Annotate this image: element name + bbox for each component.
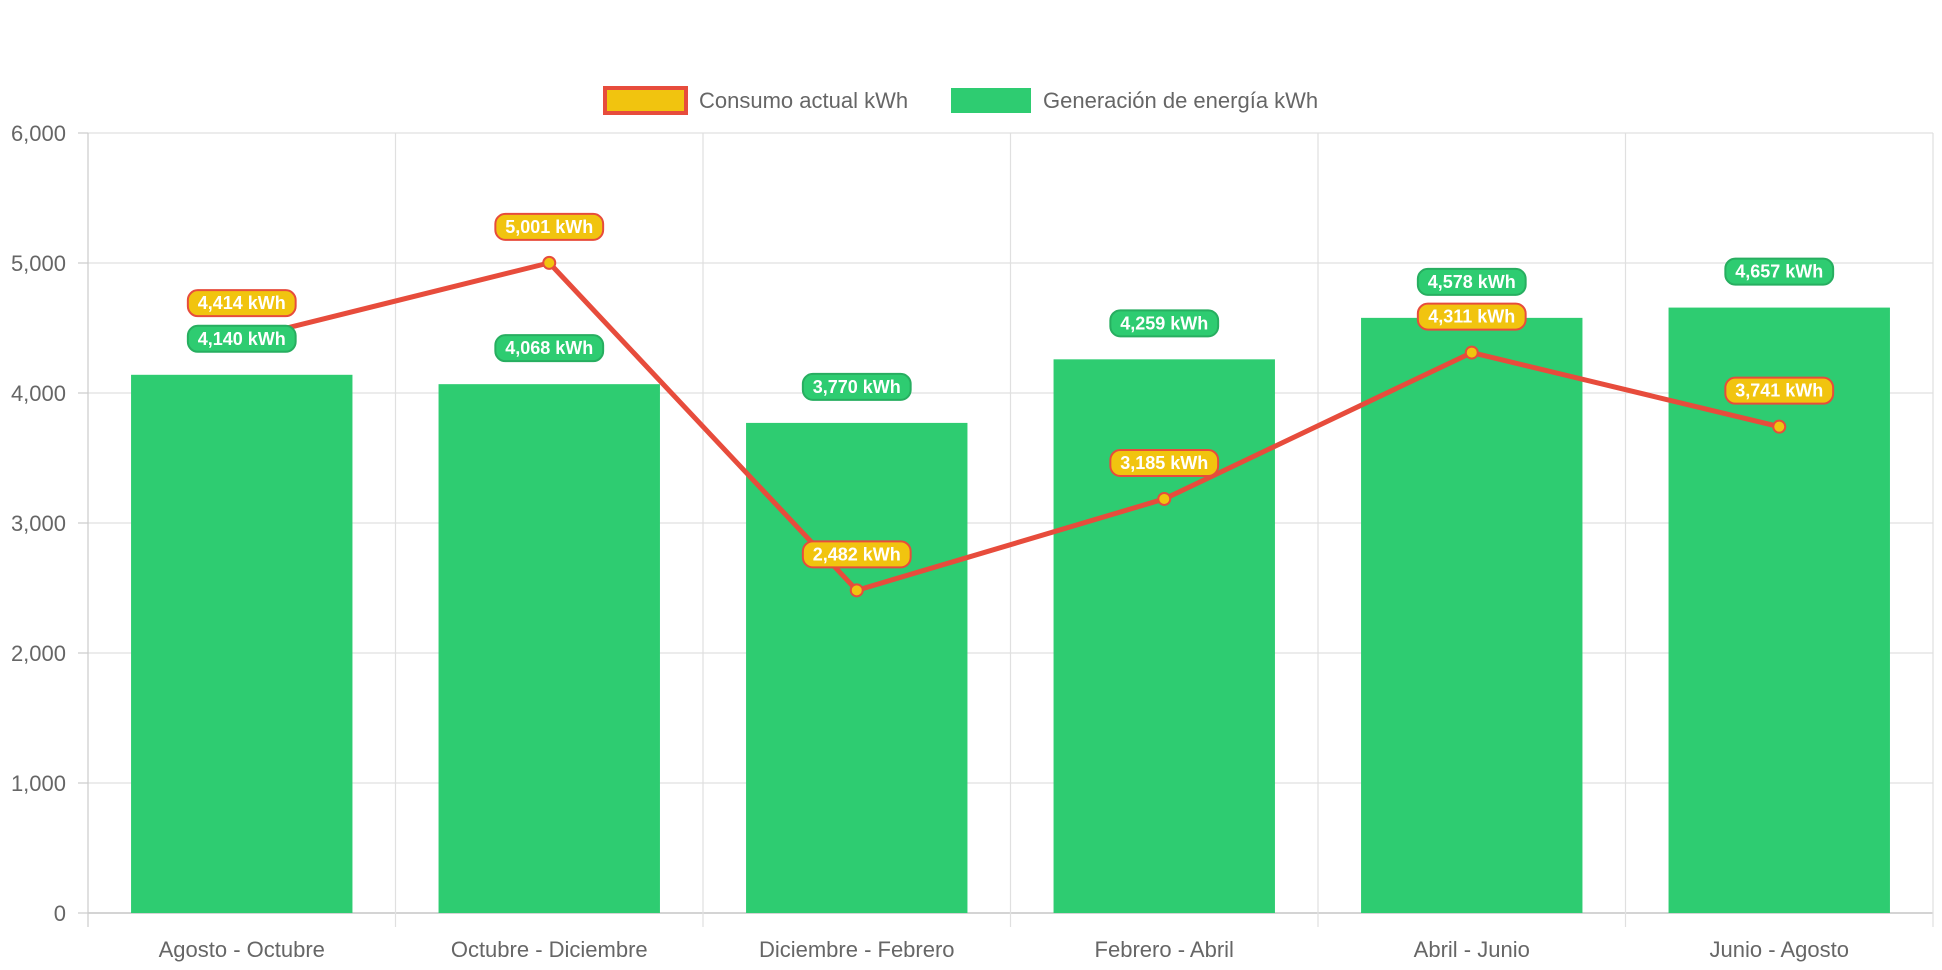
line-data-label-box (494, 212, 605, 241)
bar-data-label-text: 4,140 kWh (198, 329, 286, 349)
y-tick-label: 6,000 (11, 121, 66, 146)
line-data-label-box (1109, 448, 1220, 477)
x-tick-label: Agosto - Octubre (159, 937, 325, 962)
line-data-label-text: 4,414 kWh (198, 293, 286, 313)
bar-data-label-text: 3,770 kWh (813, 377, 901, 397)
bar-data-label-box (1109, 309, 1220, 338)
line-data-label-box (1724, 376, 1835, 405)
bar-generacion (131, 374, 353, 913)
bar-generacion (438, 384, 660, 913)
bars (131, 307, 1890, 914)
line-data-label-text: 3,185 kWh (1120, 453, 1208, 473)
legend-item-generacion[interactable]: Generación de energía kWh (951, 88, 1318, 113)
consumo-point (542, 255, 557, 270)
line-data-label-text: 3,741 kWh (1735, 381, 1823, 401)
line-data-label-text: 5,001 kWh (505, 217, 593, 237)
x-tick-label: Abril - Junio (1414, 937, 1530, 962)
x-tick-label: Febrero - Abril (1095, 937, 1234, 962)
legend: Consumo actual kWh Generación de energía… (603, 86, 1318, 115)
line-data-label-box (186, 289, 297, 318)
legend-swatch-generacion (951, 88, 1031, 113)
grid (78, 132, 1934, 927)
y-tick-label: 2,000 (11, 641, 66, 666)
bar-data-label-box (186, 324, 297, 353)
bar-generacion (1053, 359, 1275, 914)
line-data-label-box (801, 540, 912, 569)
line-data-label: 3,741 kWh (1724, 376, 1835, 405)
line-data-label-text: 4,311 kWh (1428, 307, 1515, 327)
bar-data-label-text: 4,657 kWh (1735, 262, 1823, 282)
data-labels: 4,140 kWh 4,068 kWh 3,770 kWh 4,259 kWh 4,57… (186, 212, 1835, 569)
bar-data-label-text: 4,068 kWh (505, 338, 593, 358)
axes: 0 1,000 2,000 3,000 4,000 5,000 6,000 Agosto - … (11, 121, 1849, 962)
x-tick-label: Diciembre - Febrero (759, 937, 955, 962)
bar-data-label: 4,657 kWh (1724, 257, 1835, 286)
bar-data-label: 4,068 kWh (494, 334, 605, 363)
consumo-point (1772, 419, 1787, 434)
bar-generacion (746, 422, 968, 913)
consumo-point (1157, 491, 1172, 506)
y-tick-label: 1,000 (11, 771, 66, 796)
line-data-label: 3,185 kWh (1109, 448, 1220, 477)
line-data-label: 2,482 kWh (801, 540, 912, 569)
consumo-point (849, 583, 864, 598)
legend-label-generacion: Generación de energía kWh (1043, 88, 1318, 113)
bar-data-label: 4,578 kWh (1416, 267, 1527, 296)
y-tick-label: 5,000 (11, 251, 66, 276)
consumo-point (1464, 345, 1479, 360)
x-tick-label: Octubre - Diciembre (451, 937, 648, 962)
legend-swatch-consumo (603, 86, 688, 115)
bar-data-label-box (494, 334, 605, 363)
y-tick-label: 3,000 (11, 511, 66, 536)
legend-item-consumo[interactable]: Consumo actual kWh (603, 86, 908, 115)
line-data-label: 4,414 kWh (186, 289, 297, 318)
line-data-label-box (1416, 302, 1527, 331)
line-data-label-text: 2,482 kWh (813, 544, 901, 564)
consumo-line-path (241, 260, 1780, 593)
bar-generacion (1361, 317, 1583, 913)
bar-data-label-box (1416, 267, 1527, 296)
y-tick-label: 4,000 (11, 381, 66, 406)
bar-data-label: 4,140 kWh (186, 324, 297, 353)
line-data-label: 4,311 kWh (1416, 302, 1527, 331)
y-tick-label: 0 (54, 901, 66, 926)
bar-data-label-box (1724, 257, 1835, 286)
bar-data-label: 4,259 kWh (1109, 309, 1220, 338)
x-tick-label: Junio - Agosto (1710, 937, 1849, 962)
bar-data-label-box (801, 372, 912, 401)
line-data-label: 5,001 kWh (494, 212, 605, 241)
bar-data-label-text: 4,259 kWh (1120, 313, 1208, 333)
bar-data-label-text: 4,578 kWh (1428, 272, 1516, 292)
bar-data-label: 3,770 kWh (801, 372, 912, 401)
legend-label-consumo: Consumo actual kWh (699, 88, 908, 113)
